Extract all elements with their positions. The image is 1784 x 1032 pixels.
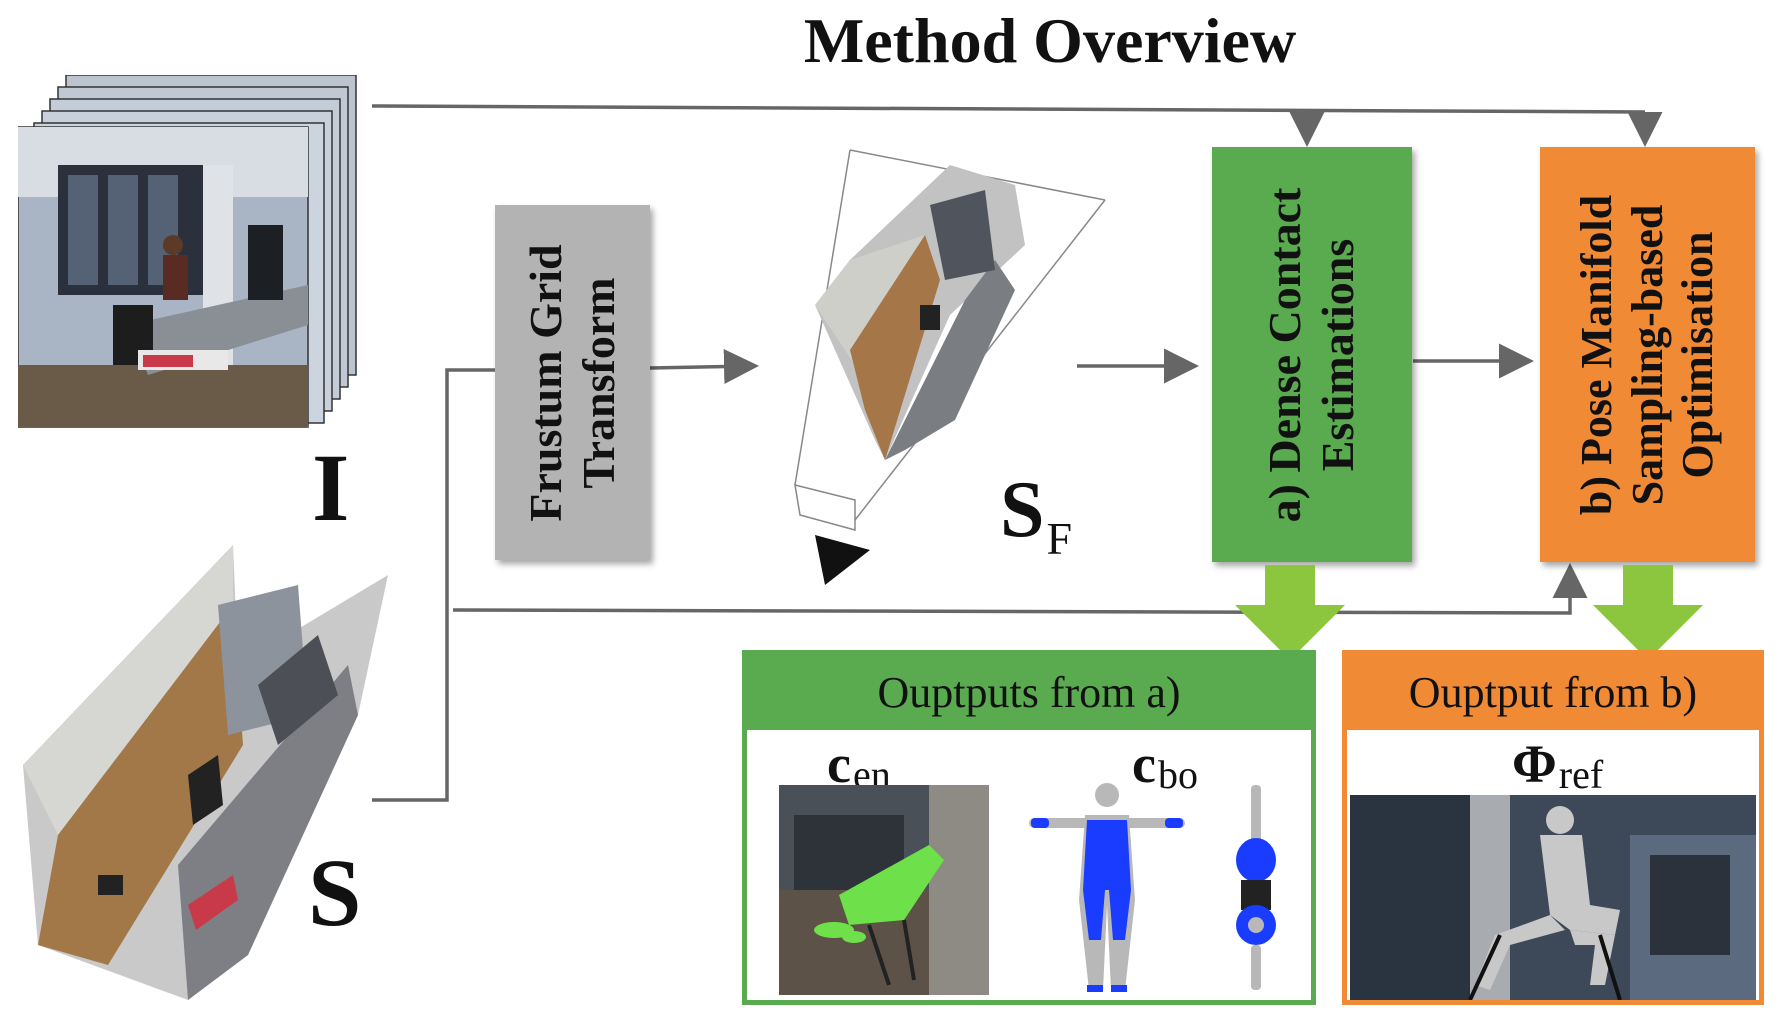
output-b-panel: Ouptput from b) Φref: [1342, 650, 1764, 1005]
input-image-stack: [17, 74, 358, 430]
output-b-header: Ouptput from b): [1347, 655, 1759, 730]
frustum-scene-symbol: SF: [1000, 470, 1072, 562]
outputs-a-header: Ouptputs from a): [747, 655, 1311, 730]
c-bo-sub: bo: [1157, 752, 1198, 797]
chair-contact-photo: [779, 785, 989, 995]
scene-symbol: S: [308, 839, 362, 946]
page-title: Method Overview: [803, 5, 1297, 76]
dense-contact-estimation-box: a) Dense Contact Estimations: [1212, 147, 1412, 562]
images-symbol: I: [312, 434, 350, 541]
frustum-scene-symbol-main: S: [1000, 466, 1045, 554]
pose-optimisation-box: b) Pose Manifold Sampling-based Optimisa…: [1540, 147, 1755, 562]
refined-pose-render: [1350, 795, 1756, 1000]
office-photo: [17, 126, 309, 428]
outputs-a-panel: Ouptputs from a) cen cbo: [742, 650, 1316, 1005]
body-contact-front-view: [1027, 780, 1187, 1000]
frustum-scene: [755, 140, 1115, 595]
frustum-grid-transform-box: Frustum Grid Transform: [495, 205, 650, 560]
phi-ref-label: Φref: [1512, 733, 1604, 797]
body-contact-top-view: [1227, 785, 1287, 995]
phi-sub: ref: [1558, 752, 1604, 797]
c-bo-main: c: [1132, 734, 1156, 794]
output-arrow-a: [1235, 565, 1345, 660]
scene-point-cloud: [18, 545, 408, 1000]
output-arrow-b: [1593, 565, 1703, 660]
frustum-scene-symbol-sub: F: [1046, 513, 1073, 564]
c-bo-label: cbo: [1132, 733, 1198, 797]
c-en-label: cen: [827, 733, 891, 797]
c-en-main: c: [827, 734, 851, 794]
phi-main: Φ: [1512, 734, 1557, 794]
